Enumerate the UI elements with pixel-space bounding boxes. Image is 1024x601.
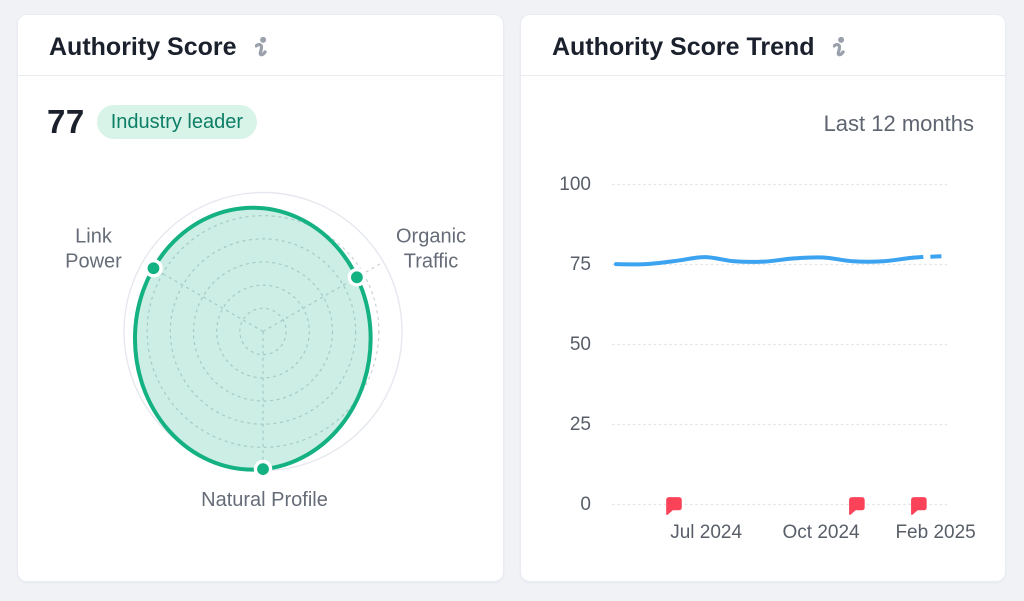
trend-y-tick-label: 25 [570, 414, 591, 435]
info-icon[interactable] [254, 37, 268, 58]
radar-label-organic-traffic: Traffic [404, 251, 458, 273]
authority-score-card: Authority Score 77 Industry leader Link P… [17, 14, 504, 582]
trend-card-header: Authority Score Trend [521, 15, 1005, 76]
trend-x-tick-label: Jul 2024 [670, 522, 742, 543]
authority-score-title: Authority Score [49, 33, 237, 61]
info-icon[interactable] [832, 37, 846, 58]
trend-x-tick-label: Feb 2025 [895, 522, 975, 543]
radar-axis-dot [253, 459, 273, 479]
trend-x-tick-label: Oct 2024 [782, 522, 860, 543]
trend-line-forecast-dashed [912, 254, 943, 260]
trend-y-tick-label: 75 [570, 254, 591, 275]
trend-y-tick-label: 0 [580, 494, 591, 515]
trend-y-tick-label: 50 [570, 334, 591, 355]
authority-score-trend-chart: 100 75 50 25 0 Jul 2024 Oct 2024 Feb 2025 [559, 174, 975, 543]
info-icon-stem [832, 42, 845, 57]
radar-grid-ring [192, 261, 334, 402]
info-icon-dot [837, 37, 844, 43]
note-flag-icon[interactable] [911, 497, 927, 516]
note-flag-icon[interactable] [849, 497, 865, 516]
radar-label-natural-profile: Natural Profile [201, 489, 328, 511]
radar-label-link-power: Link [75, 226, 113, 248]
note-flag-icon[interactable] [666, 497, 682, 516]
info-icon-stem [254, 42, 267, 57]
authority-score-radar-chart: Link Power Organic Traffic Natural Profile [65, 191, 466, 511]
radar-axis-dot [144, 258, 163, 278]
industry-leader-badge: Industry leader [96, 105, 258, 139]
authority-score-trend-card: Authority Score Trend Last 12 months 100… [520, 14, 1006, 582]
trend-y-tick-label: 100 [559, 174, 591, 195]
radar-axis-dot [347, 267, 367, 287]
radar-label-organic-traffic: Organic [396, 226, 466, 248]
period-label: Last 12 months [823, 111, 974, 136]
radar-label-link-power: Power [65, 251, 122, 273]
radar-grid-ring [146, 215, 380, 448]
trend-title: Authority Score Trend [552, 33, 815, 61]
trend-line [614, 255, 915, 267]
authority-score-card-header: Authority Score [18, 15, 503, 76]
score-row: 77 Industry leader [47, 103, 258, 140]
authority-score-value: 77 [47, 103, 85, 140]
radar-value-outline [132, 205, 373, 472]
radar-grid-ring [239, 307, 287, 356]
radar-value-area [134, 207, 371, 470]
info-icon-dot [259, 37, 266, 43]
